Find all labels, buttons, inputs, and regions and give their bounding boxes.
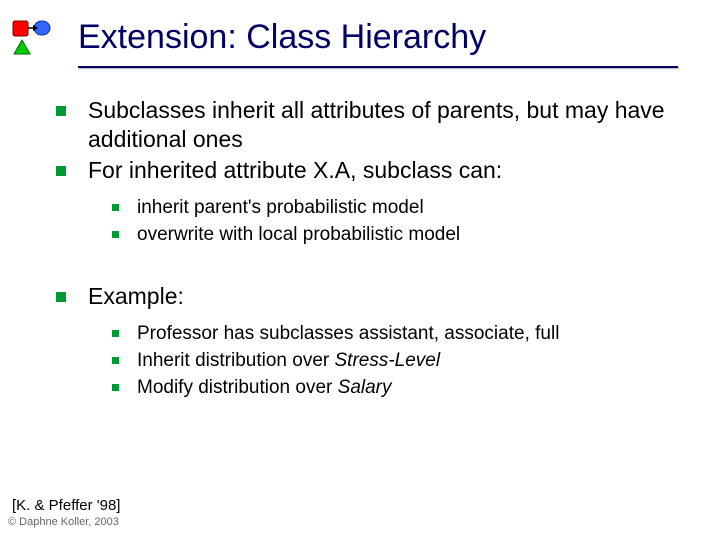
bullet-text: Inherit distribution over Stress-Level	[137, 349, 440, 374]
bullet-text: For inherited attribute X.A, subclass ca…	[88, 156, 502, 185]
sublist: Professor has subclasses assistant, asso…	[112, 322, 690, 400]
slide: Extension: Class Hierarchy Subclasses in…	[0, 0, 720, 540]
bullet-icon	[56, 292, 66, 302]
title-underline	[78, 66, 678, 68]
italic-term: Stress-Level	[335, 350, 441, 371]
bullet-text: Modify distribution over Salary	[137, 376, 392, 401]
list-item: Example:	[56, 282, 690, 311]
bullet-icon	[112, 330, 119, 337]
list-item: Professor has subclasses assistant, asso…	[112, 322, 690, 347]
bullet-text: Professor has subclasses assistant, asso…	[137, 322, 559, 347]
italic-term: Salary	[338, 377, 392, 398]
copyright: © Daphne Koller, 2003	[8, 516, 119, 528]
bullet-text: Subclasses inherit all attributes of par…	[88, 96, 690, 154]
logo-icon	[12, 20, 52, 56]
bullet-text: overwrite with local probabilistic model	[137, 223, 460, 248]
bullet-icon	[56, 166, 66, 176]
bullet-text: inherit parent's probabilistic model	[137, 196, 424, 221]
sublist: inherit parent's probabilistic model ove…	[112, 196, 690, 247]
bullet-icon	[112, 384, 119, 391]
bullet-icon	[112, 204, 119, 211]
text-span: Inherit distribution over	[137, 350, 335, 371]
list-item: Modify distribution over Salary	[112, 376, 690, 401]
list-item: Inherit distribution over Stress-Level	[112, 349, 690, 374]
list-item: inherit parent's probabilistic model	[112, 196, 690, 221]
bullet-icon	[112, 357, 119, 364]
content-area: Subclasses inherit all attributes of par…	[56, 96, 690, 418]
list-item: Subclasses inherit all attributes of par…	[56, 96, 690, 154]
bullet-icon	[56, 106, 66, 116]
bullet-text: Example:	[88, 282, 184, 311]
list-item: overwrite with local probabilistic model	[112, 223, 690, 248]
slide-title: Extension: Class Hierarchy	[78, 18, 486, 57]
list-item: For inherited attribute X.A, subclass ca…	[56, 156, 690, 185]
bullet-icon	[112, 231, 119, 238]
text-span: Modify distribution over	[137, 377, 338, 398]
citation: [K. & Pfeffer '98]	[12, 497, 120, 514]
